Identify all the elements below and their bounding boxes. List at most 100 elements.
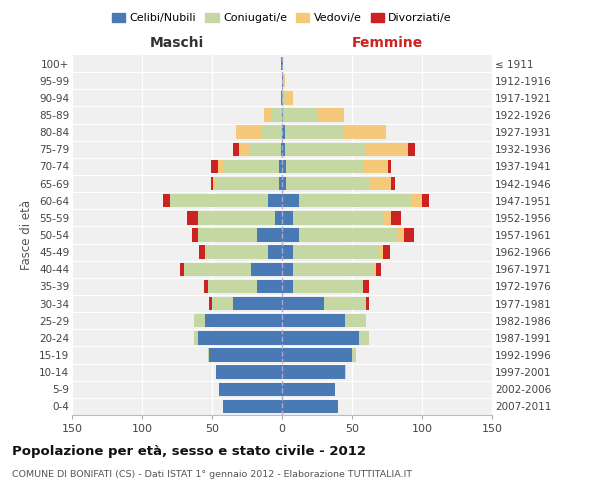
- Bar: [257, 228, 282, 241]
- Bar: [209, 348, 282, 362]
- Bar: [363, 160, 388, 173]
- Bar: [282, 280, 293, 293]
- Bar: [282, 382, 335, 396]
- Legend: Celibi/Nubili, Coniugati/e, Vedovi/e, Divorziati/e: Celibi/Nubili, Coniugati/e, Vedovi/e, Di…: [107, 8, 457, 28]
- Bar: [388, 160, 391, 173]
- Bar: [422, 194, 429, 207]
- Bar: [203, 280, 208, 293]
- Bar: [264, 108, 271, 122]
- Bar: [251, 262, 282, 276]
- Bar: [293, 211, 384, 224]
- Bar: [271, 108, 282, 122]
- Bar: [282, 400, 338, 413]
- Bar: [205, 246, 268, 259]
- Bar: [380, 246, 383, 259]
- Bar: [282, 126, 285, 139]
- Bar: [211, 177, 214, 190]
- Bar: [187, 211, 198, 224]
- Bar: [282, 297, 324, 310]
- Bar: [257, 280, 282, 293]
- Bar: [216, 366, 282, 379]
- Bar: [184, 262, 251, 276]
- Bar: [170, 194, 268, 207]
- Bar: [250, 142, 281, 156]
- Bar: [239, 142, 250, 156]
- Bar: [233, 142, 239, 156]
- Bar: [283, 108, 319, 122]
- Bar: [324, 297, 366, 310]
- Text: Popolazione per età, sesso e stato civile - 2012: Popolazione per età, sesso e stato civil…: [12, 445, 366, 458]
- Bar: [279, 177, 282, 190]
- Bar: [282, 331, 359, 344]
- Bar: [370, 177, 391, 190]
- Bar: [198, 211, 275, 224]
- Bar: [408, 142, 415, 156]
- Bar: [344, 126, 386, 139]
- Bar: [223, 400, 282, 413]
- Bar: [286, 91, 293, 104]
- Text: Maschi: Maschi: [150, 36, 204, 50]
- Bar: [319, 108, 344, 122]
- Bar: [282, 160, 286, 173]
- Bar: [391, 177, 395, 190]
- Bar: [268, 194, 282, 207]
- Bar: [366, 142, 408, 156]
- Bar: [282, 262, 293, 276]
- Bar: [411, 194, 422, 207]
- Bar: [180, 262, 184, 276]
- Bar: [198, 228, 257, 241]
- Text: Femmine: Femmine: [352, 36, 422, 50]
- Bar: [286, 160, 363, 173]
- Bar: [384, 211, 391, 224]
- Bar: [282, 91, 286, 104]
- Bar: [214, 177, 216, 190]
- Bar: [374, 262, 376, 276]
- Bar: [163, 194, 170, 207]
- Bar: [218, 160, 223, 173]
- Bar: [275, 211, 282, 224]
- Bar: [282, 194, 299, 207]
- Bar: [282, 177, 286, 190]
- Bar: [352, 348, 356, 362]
- Bar: [205, 314, 282, 328]
- Bar: [391, 211, 401, 224]
- Bar: [211, 160, 218, 173]
- Bar: [199, 246, 205, 259]
- Bar: [376, 262, 382, 276]
- Bar: [299, 228, 397, 241]
- Bar: [293, 246, 380, 259]
- Bar: [219, 382, 282, 396]
- Bar: [397, 228, 404, 241]
- Bar: [209, 297, 212, 310]
- Bar: [285, 126, 344, 139]
- Bar: [286, 177, 370, 190]
- Bar: [193, 228, 198, 241]
- Bar: [282, 142, 285, 156]
- Bar: [345, 366, 346, 379]
- Bar: [282, 246, 293, 259]
- Bar: [282, 57, 283, 70]
- Bar: [223, 160, 279, 173]
- Bar: [285, 142, 366, 156]
- Bar: [283, 74, 285, 88]
- Bar: [281, 91, 282, 104]
- Bar: [198, 331, 282, 344]
- Bar: [261, 126, 282, 139]
- Bar: [282, 74, 283, 88]
- Bar: [282, 228, 299, 241]
- Text: COMUNE DI BONIFATI (CS) - Dati ISTAT 1° gennaio 2012 - Elaborazione TUTTITALIA.I: COMUNE DI BONIFATI (CS) - Dati ISTAT 1° …: [12, 470, 412, 479]
- Bar: [233, 297, 282, 310]
- Bar: [366, 297, 369, 310]
- Bar: [282, 348, 352, 362]
- Bar: [363, 280, 369, 293]
- Bar: [279, 160, 282, 173]
- Bar: [194, 314, 205, 328]
- Bar: [293, 262, 374, 276]
- Bar: [282, 108, 283, 122]
- Bar: [345, 314, 366, 328]
- Bar: [293, 280, 363, 293]
- Bar: [404, 228, 413, 241]
- Bar: [212, 297, 233, 310]
- Bar: [216, 177, 279, 190]
- Bar: [282, 211, 293, 224]
